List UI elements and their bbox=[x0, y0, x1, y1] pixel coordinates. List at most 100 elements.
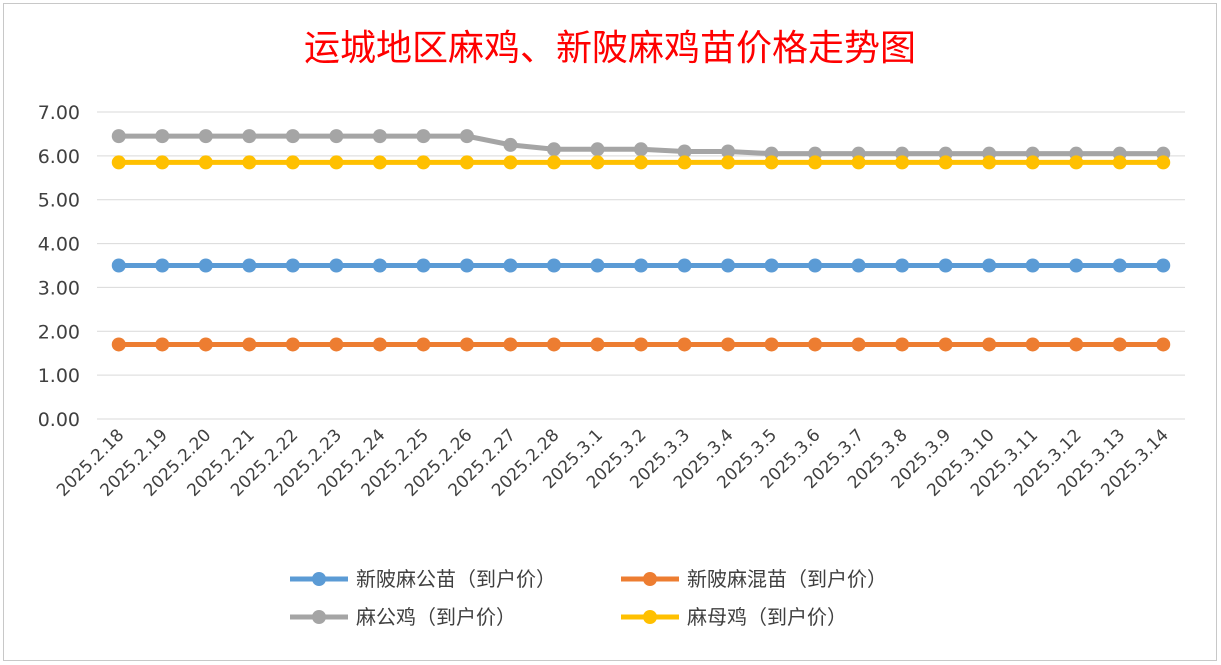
data-point bbox=[285, 258, 300, 273]
data-point bbox=[677, 144, 692, 159]
data-point bbox=[503, 137, 518, 152]
data-point bbox=[111, 337, 126, 352]
data-point bbox=[372, 337, 387, 352]
data-point bbox=[285, 155, 300, 170]
series-lines bbox=[111, 129, 1171, 352]
series-3 bbox=[111, 155, 1171, 170]
data-point bbox=[416, 129, 431, 144]
data-point bbox=[1156, 337, 1171, 352]
data-point bbox=[416, 258, 431, 273]
data-point bbox=[329, 258, 344, 273]
data-point bbox=[634, 258, 648, 273]
data-point bbox=[155, 129, 170, 144]
y-tick-label: 1.00 bbox=[38, 365, 80, 387]
chart-title: 运城地区麻鸡、新陂麻鸡苗价格走势图 bbox=[304, 28, 916, 69]
data-point bbox=[982, 155, 997, 170]
data-point bbox=[590, 337, 605, 352]
data-point bbox=[1156, 155, 1171, 170]
data-point bbox=[851, 337, 866, 352]
legend-item: 新陂麻混苗（到户价） bbox=[621, 567, 887, 591]
y-tick-label: 5.00 bbox=[38, 190, 80, 212]
data-point bbox=[372, 258, 387, 273]
data-point bbox=[1156, 258, 1171, 273]
data-point bbox=[459, 258, 474, 273]
data-point bbox=[372, 129, 387, 144]
x-axis-ticks: 2025.2.182025.2.192025.2.202025.2.212025… bbox=[53, 425, 1173, 500]
data-point bbox=[1112, 155, 1127, 170]
data-point bbox=[634, 155, 648, 170]
data-point bbox=[285, 129, 300, 144]
data-point bbox=[895, 337, 910, 352]
data-point bbox=[111, 258, 126, 273]
y-tick-label: 6.00 bbox=[38, 146, 80, 168]
data-point bbox=[242, 155, 257, 170]
data-point bbox=[242, 129, 257, 144]
data-point bbox=[546, 142, 561, 157]
data-point bbox=[198, 129, 213, 144]
data-point bbox=[634, 337, 648, 352]
data-point bbox=[1025, 337, 1040, 352]
data-point bbox=[721, 337, 736, 352]
y-tick-label: 2.00 bbox=[38, 321, 80, 343]
y-tick-label: 4.00 bbox=[38, 234, 80, 256]
series-0 bbox=[111, 258, 1171, 273]
legend-label: 麻公鸡（到户价） bbox=[356, 605, 516, 629]
data-point bbox=[764, 337, 779, 352]
data-point bbox=[503, 155, 518, 170]
data-point bbox=[459, 337, 474, 352]
legend-item: 麻公鸡（到户价） bbox=[290, 605, 516, 629]
data-point bbox=[503, 337, 518, 352]
data-point bbox=[895, 155, 910, 170]
legend-swatch-marker bbox=[643, 610, 657, 624]
data-point bbox=[721, 258, 736, 273]
data-point bbox=[111, 129, 126, 144]
data-point bbox=[416, 337, 431, 352]
y-tick-label: 3.00 bbox=[38, 277, 80, 299]
data-point bbox=[155, 337, 170, 352]
legend-label: 麻母鸡（到户价） bbox=[687, 605, 847, 629]
data-point bbox=[111, 155, 126, 170]
y-tick-label: 7.00 bbox=[38, 102, 80, 124]
data-point bbox=[1112, 258, 1127, 273]
data-point bbox=[155, 258, 170, 273]
data-point bbox=[198, 155, 213, 170]
data-point bbox=[938, 258, 953, 273]
legend-label: 新陂麻混苗（到户价） bbox=[687, 567, 887, 591]
data-point bbox=[590, 258, 605, 273]
data-point bbox=[198, 337, 213, 352]
data-point bbox=[503, 258, 518, 273]
data-point bbox=[416, 155, 431, 170]
data-point bbox=[590, 142, 605, 157]
legend-item: 新陂麻公苗（到户价） bbox=[290, 567, 556, 591]
data-point bbox=[808, 155, 823, 170]
data-point bbox=[1069, 337, 1084, 352]
data-point bbox=[721, 144, 736, 159]
chart-frame bbox=[3, 3, 1217, 661]
data-point bbox=[764, 155, 779, 170]
data-point bbox=[895, 258, 910, 273]
data-point bbox=[1025, 155, 1040, 170]
data-point bbox=[721, 155, 736, 170]
data-point bbox=[459, 129, 474, 144]
data-point bbox=[982, 258, 997, 273]
data-point bbox=[546, 337, 561, 352]
data-point bbox=[938, 155, 953, 170]
data-point bbox=[372, 155, 387, 170]
data-point bbox=[677, 258, 692, 273]
data-point bbox=[808, 337, 823, 352]
legend-swatch-marker bbox=[643, 572, 657, 586]
data-point bbox=[242, 337, 257, 352]
data-point bbox=[329, 337, 344, 352]
series-1 bbox=[111, 337, 1171, 352]
y-axis-ticks: 0.00 1.00 2.00 3.00 4.00 5.00 6.00 7.00 bbox=[38, 102, 80, 431]
data-point bbox=[546, 155, 561, 170]
data-point bbox=[1069, 155, 1084, 170]
data-point bbox=[242, 258, 257, 273]
legend-swatch-marker bbox=[312, 610, 326, 624]
legend-label: 新陂麻公苗（到户价） bbox=[356, 567, 556, 591]
data-point bbox=[329, 155, 344, 170]
data-point bbox=[851, 258, 866, 273]
data-point bbox=[677, 155, 692, 170]
data-point bbox=[198, 258, 213, 273]
